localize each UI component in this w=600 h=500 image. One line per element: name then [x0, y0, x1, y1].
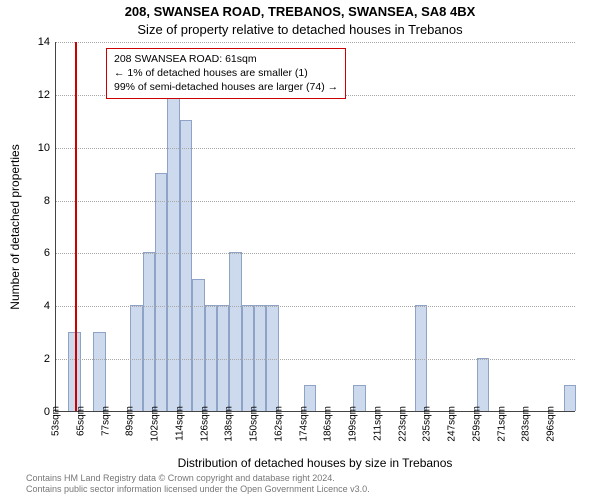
y-tick-label: 8 — [44, 195, 50, 207]
histogram-bar — [217, 305, 229, 411]
x-tick-label: 126sqm — [199, 406, 210, 442]
y-axis-label: Number of detached properties — [8, 42, 24, 412]
histogram-bar — [564, 385, 576, 411]
y-tick-label: 10 — [38, 142, 50, 154]
gridline — [56, 148, 575, 149]
footer-credits: Contains HM Land Registry data © Crown c… — [26, 473, 370, 496]
x-axis-label: Distribution of detached houses by size … — [55, 456, 575, 470]
x-tick-label: 199sqm — [348, 406, 359, 442]
x-tick-label: 271sqm — [496, 406, 507, 442]
x-tick-label: 283sqm — [521, 406, 532, 442]
gridline — [56, 42, 575, 43]
histogram-bar — [229, 252, 241, 411]
infobox-line: 99% of semi-detached houses are larger (… — [114, 80, 338, 94]
page-subtitle: Size of property relative to detached ho… — [0, 22, 600, 37]
x-tick-label: 162sqm — [273, 406, 284, 442]
y-tick-label: 0 — [44, 406, 50, 418]
histogram-bar — [205, 305, 217, 411]
x-tick-label: 186sqm — [323, 406, 334, 442]
footer-line1: Contains HM Land Registry data © Crown c… — [26, 473, 370, 485]
x-tick-label: 65sqm — [75, 406, 86, 436]
histogram-bar — [415, 305, 427, 411]
y-tick-label: 6 — [44, 247, 50, 259]
infobox-line: ← 1% of detached houses are smaller (1) — [114, 66, 338, 80]
chart-page: 208, SWANSEA ROAD, TREBANOS, SWANSEA, SA… — [0, 0, 600, 500]
y-tick-label: 2 — [44, 353, 50, 365]
y-tick-label: 12 — [38, 89, 50, 101]
x-tick-label: 259sqm — [471, 406, 482, 442]
x-tick-label: 235sqm — [422, 406, 433, 442]
histogram-bar — [143, 252, 155, 411]
x-tick-label: 89sqm — [125, 406, 136, 436]
y-tick-label: 4 — [44, 300, 50, 312]
histogram-bar — [167, 94, 179, 411]
plot-area: 0246810121453sqm65sqm77sqm89sqm102sqm114… — [55, 42, 575, 412]
x-tick-label: 102sqm — [150, 406, 161, 442]
histogram-bar — [93, 332, 105, 411]
footer-line2: Contains public sector information licen… — [26, 484, 370, 496]
histogram-bar — [155, 173, 167, 411]
histogram-bar — [266, 305, 278, 411]
page-title: 208, SWANSEA ROAD, TREBANOS, SWANSEA, SA… — [0, 4, 600, 19]
x-tick-label: 53sqm — [51, 406, 62, 436]
gridline — [56, 201, 575, 202]
x-tick-label: 296sqm — [546, 406, 557, 442]
x-tick-label: 150sqm — [249, 406, 260, 442]
x-tick-label: 247sqm — [447, 406, 458, 442]
histogram-bar — [130, 305, 142, 411]
marker-infobox: 208 SWANSEA ROAD: 61sqm← 1% of detached … — [106, 48, 346, 99]
histogram-bar — [254, 305, 266, 411]
histogram-bar — [180, 120, 192, 411]
gridline — [56, 306, 575, 307]
x-tick-label: 77sqm — [100, 406, 111, 436]
marker-line — [75, 42, 77, 411]
x-tick-label: 223sqm — [397, 406, 408, 442]
x-tick-label: 138sqm — [224, 406, 235, 442]
x-tick-label: 114sqm — [174, 406, 185, 441]
histogram-bar — [192, 279, 204, 411]
histogram-bar — [242, 305, 254, 411]
gridline — [56, 253, 575, 254]
gridline — [56, 359, 575, 360]
infobox-line: 208 SWANSEA ROAD: 61sqm — [114, 52, 338, 66]
histogram-bar — [477, 358, 489, 411]
x-tick-label: 211sqm — [372, 406, 383, 441]
x-tick-label: 174sqm — [298, 406, 309, 442]
y-tick-label: 14 — [38, 36, 50, 48]
